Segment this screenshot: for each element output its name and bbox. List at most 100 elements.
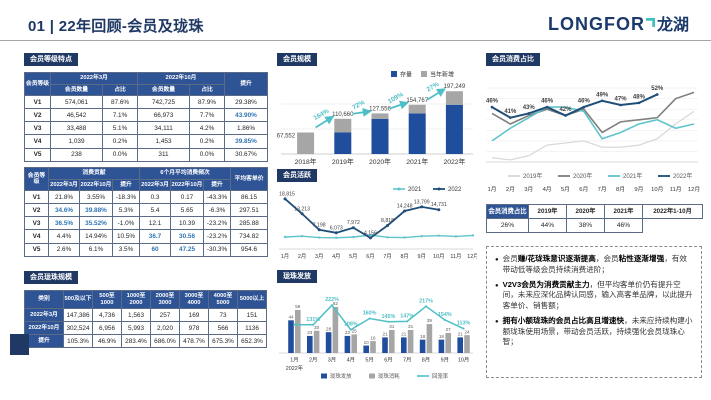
table-cell: 26% (486, 218, 529, 234)
svg-text:7月: 7月 (383, 253, 391, 260)
table-cell: 4.2% (188, 121, 226, 136)
svg-text:147%: 147% (400, 313, 414, 319)
table-row: V2 34.6% 39.88% 5.3% 5.4 5.65 -6.3% 297.51 (24, 203, 269, 218)
table-cell: 1,039 (50, 134, 103, 149)
col-header: 会员等级 (24, 71, 51, 97)
table-cell: 34,111 (137, 121, 190, 136)
share-table-values: 26% 44% 38% 46% (486, 218, 703, 234)
table-cell: 7.1% (102, 108, 138, 123)
svg-text:31: 31 (389, 324, 395, 329)
svg-text:23: 23 (307, 330, 313, 335)
table-row: V3 36.5% 35.52% -1.0% 12.1 10.39 -23.2% 285.88 (24, 216, 269, 231)
svg-text:5月: 5月 (561, 186, 570, 193)
table-cell: 87.9% (188, 95, 226, 110)
svg-text:6月: 6月 (579, 186, 588, 193)
svg-text:160%: 160% (363, 311, 377, 317)
table-cell: 86.15 (230, 190, 269, 205)
table-cell: 36.7 (139, 229, 172, 244)
col-header: 占比 (102, 83, 138, 97)
svg-text:7月: 7月 (598, 186, 607, 193)
svg-text:2019年: 2019年 (332, 157, 354, 166)
table-cell: 21.8% (48, 190, 80, 205)
table-cell: 0.0% (102, 147, 138, 162)
svg-text:62: 62 (333, 301, 339, 306)
table-row: V3 33,488 5.1% 34,111 4.2% 1.86% (24, 121, 269, 136)
tier-table-body: V1 574,061 87.6% 742,725 87.9% 29.38% V2 46,542… (24, 95, 269, 162)
table-cell: 2.6% (48, 242, 80, 257)
svg-text:珑珠发放: 珑珠发放 (330, 372, 352, 380)
svg-text:30: 30 (314, 325, 320, 330)
svg-text:9月: 9月 (418, 253, 426, 260)
member-active-chart: 1月 2月 3月 4月 5月 6月 7月 8月 9月 10月 11月 12月 18,815 13,213 7… (279, 187, 477, 260)
svg-text:8月: 8月 (616, 186, 625, 193)
svg-text:21: 21 (401, 332, 407, 337)
col-header: 2022年3月 (50, 72, 138, 85)
svg-text:7,972: 7,972 (347, 220, 360, 226)
svg-text:2021年: 2021年 (623, 172, 642, 180)
svg-text:108%: 108% (344, 322, 358, 328)
table-cell: 311 (137, 147, 190, 162)
consume-share-chart: 46% 41% 43% 46% 42% 46% 49% 47% 48% 52% 2019年 2020年… (486, 86, 700, 193)
svg-text:2020年: 2020年 (573, 172, 592, 180)
svg-text:27: 27 (446, 327, 452, 332)
table-cell: -6.3% (203, 203, 232, 218)
svg-text:23: 23 (345, 330, 351, 335)
svg-text:49%: 49% (596, 92, 609, 98)
table-row: V5 238 0.0% 311 0.0% 30.67% (24, 147, 269, 162)
col-header: 2021年 (604, 203, 643, 220)
svg-text:14,731: 14,731 (431, 202, 447, 208)
svg-text:6月: 6月 (366, 253, 374, 260)
svg-text:72%: 72% (351, 99, 366, 112)
col-header: 2022年10月 (136, 72, 226, 85)
table-cell: 35.52% (79, 216, 113, 231)
table-cell: 46,542 (50, 108, 103, 123)
svg-text:珑珠消耗: 珑珠消耗 (378, 372, 400, 380)
col-header: 提升 (111, 178, 141, 192)
share-table-panel: 会员消费占比 2019年 2020年 2021年 2022年1-10月 26% 44% 38… (486, 203, 703, 234)
svg-text:13,213: 13,213 (294, 206, 310, 212)
col-header: 会员消费占比 (486, 203, 529, 220)
lz-table: 类别 500及以下 500至1000 1000至2000 2000至3000 3000至4… (24, 289, 267, 349)
table-cell: 257 (150, 308, 180, 323)
col-header: 平均客单价 (230, 166, 269, 192)
table-row: V1 21.8% 3.55% -18.3% 0.3 0.17 -43.3% 86.15 (24, 190, 269, 205)
col-header: 6个月平均消费频次 (139, 167, 232, 180)
table-cell: 10.39 (170, 216, 205, 231)
table-row: V5 2.6% 6.1% 3.5% 60 47.25 -30.3% 954.6 (24, 242, 269, 257)
svg-text:5月: 5月 (349, 253, 357, 260)
svg-text:12月: 12月 (467, 253, 477, 260)
table-cell: 283.4% (121, 334, 151, 349)
page-title: 01 | 22年回顾-会员及珑珠 (28, 18, 204, 35)
svg-text:6,073: 6,073 (330, 225, 343, 231)
col-header: 2022年3月 (48, 178, 80, 192)
svg-text:46%: 46% (486, 99, 499, 105)
table-cell: 3.55% (79, 190, 113, 205)
svg-text:21: 21 (382, 332, 388, 337)
table-cell: 30.67% (224, 147, 269, 162)
svg-text:25: 25 (352, 329, 358, 334)
svg-text:7月: 7月 (403, 357, 411, 364)
table-cell: 47.25 (170, 242, 205, 257)
svg-text:197,249: 197,249 (444, 84, 466, 90)
chart-title-active: 会员活跃 (277, 169, 317, 182)
table-row: V4 1,039 0.2% 1,453 0.2% 39.85% (24, 134, 269, 149)
table-cell: V5 (24, 242, 49, 257)
table-cell: 2,020 (150, 321, 180, 336)
table-cell: 151 (237, 308, 267, 323)
table-cell: 478.7% (179, 334, 209, 349)
svg-text:2022年: 2022年 (673, 172, 692, 180)
table-cell: V1 (24, 95, 51, 110)
table-cell: 36.5% (48, 216, 80, 231)
table-row: V4 4.4% 14.94% 10.5% 36.7 30.56 -23.2% 734.82 (24, 229, 269, 244)
svg-text:9月: 9月 (441, 357, 449, 364)
col-header: 2020年 (566, 203, 605, 220)
svg-text:8,818: 8,818 (381, 218, 394, 224)
svg-text:10月: 10月 (433, 253, 444, 260)
table-cell: 734.82 (230, 229, 269, 244)
table-cell: 4,736 (92, 308, 122, 323)
svg-text:46%: 46% (541, 99, 554, 105)
svg-text:109%: 109% (387, 91, 405, 105)
table-cell: 87.6% (102, 95, 138, 110)
svg-text:154%: 154% (438, 312, 452, 318)
